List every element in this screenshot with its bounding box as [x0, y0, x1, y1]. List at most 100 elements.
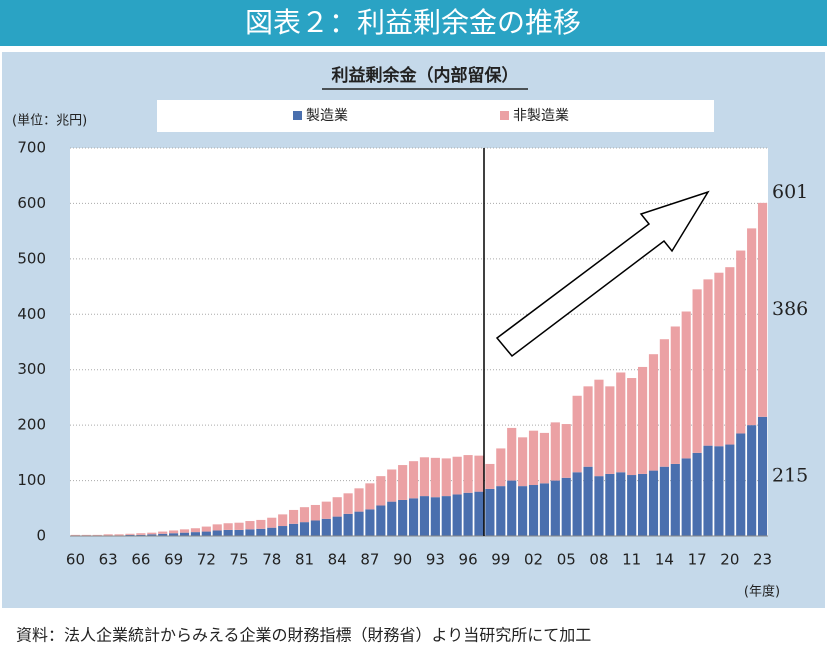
bar-segment	[528, 485, 539, 536]
bar-segment	[605, 473, 615, 536]
bar-segment	[267, 527, 277, 536]
bar-segment	[321, 518, 331, 536]
legend-swatch	[500, 111, 509, 120]
bar-segment	[594, 379, 604, 477]
bar-segment	[332, 516, 342, 536]
legend-label: 非製造業	[513, 108, 569, 124]
bar-segment	[398, 499, 408, 536]
bar-segment	[637, 473, 648, 536]
bar-segment	[496, 486, 506, 536]
bar-segment	[681, 311, 691, 459]
bar-segment	[714, 272, 724, 447]
bar-segment	[70, 534, 81, 536]
chart-title: 利益剰余金（内部留保）	[332, 65, 519, 86]
x-tick-label: 72	[197, 551, 216, 569]
x-tick-label: 08	[589, 551, 608, 569]
x-tick-label: 96	[459, 551, 478, 569]
bar-segment	[692, 289, 702, 453]
bar-segment	[234, 522, 244, 530]
bar-segment	[223, 523, 233, 530]
bar-segment	[288, 509, 299, 524]
y-unit: (単位：兆円)	[12, 113, 87, 129]
bar-segment	[136, 534, 146, 536]
x-tick-label: 99	[491, 551, 510, 569]
legend-label: 製造業	[306, 108, 348, 124]
x-tick-label: 14	[655, 551, 674, 569]
y-tick-label: 400	[17, 305, 46, 323]
data-label: 386	[772, 298, 808, 320]
bar-segment	[692, 452, 702, 536]
bar-segment	[81, 534, 91, 536]
bar-segment	[234, 529, 244, 536]
bar-segment	[190, 532, 201, 536]
bar-segment	[539, 483, 550, 536]
bar-segment	[256, 519, 266, 529]
bar-segment	[114, 534, 124, 536]
bar-segment	[670, 463, 680, 536]
bar-segment	[267, 517, 277, 528]
x-tick-label: 87	[360, 551, 379, 569]
x-tick-label: 02	[524, 551, 543, 569]
bar-segment	[441, 496, 451, 536]
bar-segment	[703, 445, 713, 536]
bar-segment	[278, 514, 288, 527]
bar-segment	[703, 279, 713, 446]
bar-segment	[463, 492, 473, 536]
x-tick-label: 93	[426, 551, 445, 569]
bar-segment	[332, 497, 342, 517]
bar-segment	[125, 533, 135, 535]
x-tick-label: 81	[295, 551, 314, 569]
bar-segment	[354, 488, 364, 512]
x-tick-label: 63	[99, 551, 118, 569]
bar-segment	[452, 456, 462, 495]
bar-segment	[419, 496, 430, 536]
title-banner	[0, 0, 827, 46]
bar-segment	[616, 472, 626, 536]
legend-swatch	[293, 111, 302, 120]
bar-segment	[288, 523, 299, 536]
bar-segment	[179, 532, 190, 536]
bar-segment	[343, 493, 353, 514]
bar-segment	[725, 267, 735, 445]
bar-segment	[507, 427, 517, 481]
x-unit: (年度)	[744, 584, 780, 600]
x-tick-label: 84	[328, 551, 347, 569]
trend-arrow	[495, 190, 710, 358]
bar-segment	[190, 528, 201, 533]
bar-segment	[637, 366, 648, 474]
bar-segment	[736, 433, 746, 536]
bar-segment	[299, 507, 310, 523]
bar-segment	[223, 529, 233, 536]
y-tick-label: 200	[17, 416, 46, 434]
total-label: 601	[772, 181, 808, 203]
bar-segment	[583, 386, 593, 467]
x-tick-label: 20	[720, 551, 739, 569]
bar-segment	[605, 386, 615, 474]
bar-segment	[136, 533, 146, 535]
y-tick-label: 300	[17, 360, 46, 378]
bar-segment	[485, 463, 495, 489]
bar-segment	[310, 520, 320, 536]
bar-segment	[354, 511, 364, 536]
bar-segment	[670, 326, 680, 464]
bar-segment	[452, 494, 462, 536]
bar-segment	[725, 444, 735, 536]
bar-segment	[463, 455, 473, 493]
bar-segment	[376, 505, 386, 536]
bar-segment	[572, 395, 582, 473]
bar-segment	[539, 432, 550, 484]
bar-segment	[550, 422, 560, 481]
footnote: 資料：法人企業統計からみえる企業の財務指標（財務省）より当研究所にて加工	[16, 626, 591, 645]
data-label: 215	[772, 464, 808, 486]
bar-segment	[430, 457, 440, 498]
bar-segment	[387, 469, 397, 502]
bar-segment	[365, 483, 375, 510]
page-title: 図表２：利益剰余金の推移	[245, 6, 581, 39]
bar-segment	[365, 509, 375, 536]
bar-segment	[474, 455, 484, 492]
bar-segment	[757, 416, 768, 536]
bar-segment	[158, 531, 168, 534]
bar-segment	[594, 476, 604, 536]
bar-segment	[245, 529, 255, 536]
